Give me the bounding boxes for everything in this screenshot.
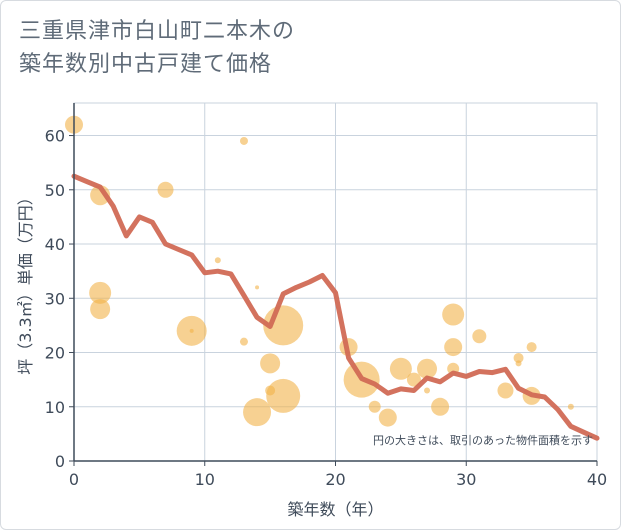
x-tick-label-10: 10	[195, 470, 215, 489]
y-tick-label-20: 20	[45, 344, 65, 363]
bubble-point-7	[189, 328, 194, 333]
average-price-line	[71, 173, 600, 441]
bubble-point-29	[472, 329, 487, 344]
y-tick-label-30: 30	[45, 289, 65, 308]
bubble-point-23	[417, 358, 438, 379]
bubble-point-5	[157, 181, 174, 198]
bubble-point-9	[239, 136, 248, 145]
y-tick-label-10: 10	[45, 398, 65, 417]
y-axis-label: 坪（3.3㎡）単価（万円）	[16, 189, 35, 374]
y-tick-label-40: 40	[45, 235, 65, 254]
bubble-point-22	[406, 372, 421, 387]
y-tick-label-0: 0	[55, 452, 65, 471]
bubble-size-note: 円の大きさは、取引のあった物件面積を示す	[373, 433, 593, 447]
bubble-point-4	[90, 299, 111, 320]
bubble-point-30	[497, 382, 514, 399]
chart-title-line-1: 三重県津市白山町二本木の	[19, 19, 296, 44]
bubble-point-31	[513, 352, 524, 363]
bubble-point-13	[260, 353, 281, 374]
bubble-point-21	[389, 357, 412, 380]
bubble-point-12	[243, 398, 272, 427]
chart-title-line-2: 築年数別中古戸建て価格	[19, 52, 273, 77]
x-tick-label-30: 30	[456, 470, 476, 489]
bubble-point-26	[442, 303, 465, 326]
bubble-point-27	[444, 338, 463, 357]
bubble-point-32	[515, 360, 522, 367]
bubble-point-3	[89, 281, 112, 304]
x-axis-label: 築年数（年）	[287, 500, 383, 519]
bubble-point-16	[266, 378, 301, 413]
chart-title: 三重県津市白山町二本木の 築年数別中古戸建て価格	[19, 15, 295, 81]
bubble-point-25	[431, 397, 450, 416]
bubble-point-10	[239, 337, 248, 346]
bubble-point-8	[214, 257, 221, 264]
x-tick-label-0: 0	[69, 470, 79, 489]
y-tick-label-50: 50	[45, 181, 65, 200]
bubble-point-24	[424, 387, 431, 394]
bubble-point-11	[255, 285, 260, 290]
bubble-point-33	[526, 342, 537, 353]
x-tick-label-40: 40	[587, 470, 607, 489]
bubble-point-20	[378, 408, 397, 427]
axis-ticks: 0 10 20 30 40 0 10 20 30 40 50 60	[45, 103, 607, 489]
bubble-series	[65, 115, 574, 427]
bubble-point-35	[567, 403, 574, 410]
grid-lines	[73, 103, 598, 462]
x-tick-label-20: 20	[325, 470, 345, 489]
y-tick-label-60: 60	[45, 127, 65, 146]
bubble-point-19	[368, 400, 381, 413]
